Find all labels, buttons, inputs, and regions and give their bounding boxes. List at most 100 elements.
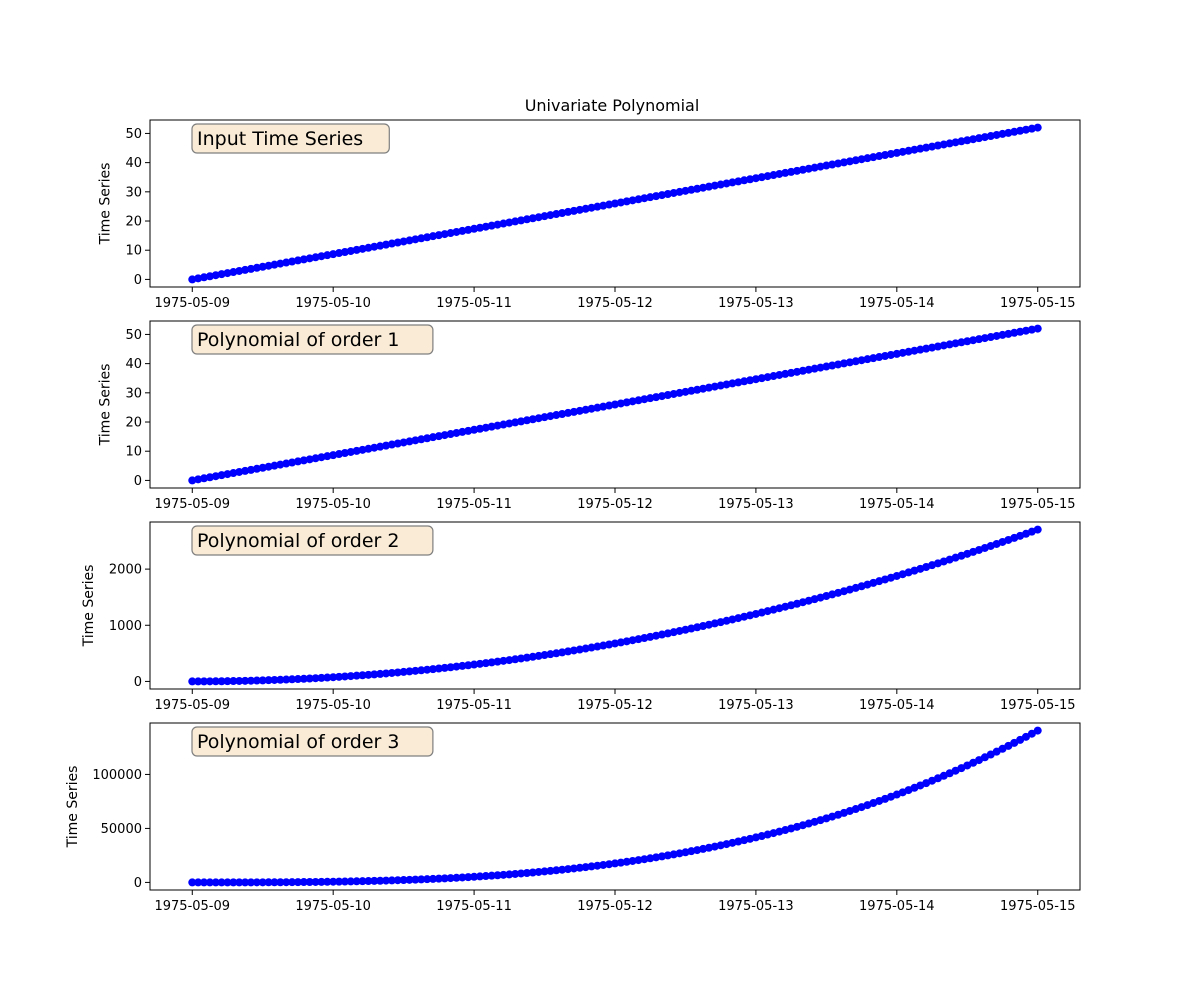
x-tick-label: 1975-05-12	[577, 497, 653, 512]
data-point	[264, 676, 273, 685]
x-tick-label: 1975-05-11	[436, 296, 512, 311]
data-point	[481, 659, 490, 668]
x-tick-label: 1975-05-14	[859, 296, 935, 311]
data-point	[446, 874, 455, 883]
data-point	[282, 675, 291, 684]
data-point	[434, 874, 443, 883]
data-point	[434, 664, 443, 673]
data-point	[188, 677, 197, 686]
data-point	[464, 873, 473, 882]
y-tick-label: 0	[134, 675, 142, 690]
data-point	[517, 654, 526, 663]
data-point	[399, 667, 408, 676]
data-point	[1033, 324, 1042, 333]
annotation-box	[191, 324, 434, 355]
data-point	[364, 670, 373, 679]
x-tick-label: 1975-05-11	[436, 698, 512, 713]
data-point	[628, 856, 637, 865]
data-point	[358, 877, 367, 886]
annotation-box	[191, 726, 434, 757]
x-tick-label: 1975-05-12	[577, 296, 653, 311]
data-point	[293, 878, 302, 887]
data-point	[493, 657, 502, 666]
x-tick-label: 1975-05-11	[436, 497, 512, 512]
data-point	[376, 669, 385, 678]
data-point	[622, 857, 631, 866]
data-point	[552, 866, 561, 875]
x-tick-label: 1975-05-10	[295, 698, 371, 713]
x-tick-label: 1975-05-09	[154, 698, 230, 713]
data-point	[311, 674, 320, 683]
data-point	[499, 656, 508, 665]
data-point	[581, 863, 590, 872]
data-point	[464, 661, 473, 670]
y-tick-label: 30	[125, 185, 142, 200]
data-point	[546, 650, 555, 659]
data-point	[323, 673, 332, 682]
data-point	[229, 878, 238, 887]
x-tick-label: 1975-05-13	[718, 698, 794, 713]
data-point	[417, 875, 426, 884]
data-point	[335, 877, 344, 886]
data-point	[569, 864, 578, 873]
y-tick-label: 50	[125, 127, 142, 142]
data-point	[593, 861, 602, 870]
data-point	[587, 862, 596, 871]
data-point	[517, 869, 526, 878]
x-tick-label: 1975-05-13	[718, 296, 794, 311]
data-point	[329, 877, 338, 886]
data-point	[299, 878, 308, 887]
y-tick-label: 40	[125, 357, 142, 372]
data-point	[235, 878, 244, 887]
data-point	[252, 676, 261, 685]
data-point	[393, 876, 402, 885]
data-point	[634, 856, 643, 865]
annotation-box	[191, 123, 390, 154]
data-point	[241, 676, 250, 685]
data-point	[200, 677, 209, 686]
data-point	[393, 668, 402, 677]
data-point	[364, 877, 373, 886]
x-tick-label: 1975-05-10	[295, 899, 371, 914]
subplots: 1975-05-09 1975-05-10 1975-05-11 1975-05-12…	[65, 119, 1081, 914]
data-point	[235, 676, 244, 685]
data-point	[352, 877, 361, 886]
data-point	[246, 878, 255, 887]
data-point	[258, 676, 267, 685]
data-point	[229, 677, 238, 686]
x-tick-label: 1975-05-13	[718, 497, 794, 512]
annotation-text: Polynomial of order 3	[197, 731, 400, 753]
y-axis-label: Time Series	[98, 364, 114, 447]
data-point	[352, 671, 361, 680]
data-point	[511, 869, 520, 878]
data-point	[270, 878, 279, 887]
data-point	[405, 875, 414, 884]
data-point	[470, 872, 479, 881]
data-point	[194, 878, 203, 887]
y-tick-label: 20	[125, 416, 142, 431]
data-point	[293, 675, 302, 684]
x-tick-label: 1975-05-10	[295, 497, 371, 512]
data-point	[205, 677, 214, 686]
data-point	[481, 872, 490, 881]
data-point	[452, 662, 461, 671]
data-point	[505, 656, 514, 665]
data-point	[458, 661, 467, 670]
scatter-series	[188, 726, 1042, 887]
data-point	[487, 658, 496, 667]
y-tick-label: 10	[125, 445, 142, 460]
data-point	[370, 876, 379, 885]
data-point	[382, 669, 391, 678]
data-point	[340, 877, 349, 886]
data-point	[387, 876, 396, 885]
data-point	[288, 878, 297, 887]
subplot-1: 1975-05-09 1975-05-10 1975-05-11 1975-05-12…	[98, 119, 1081, 311]
data-point	[335, 672, 344, 681]
data-point	[470, 660, 479, 669]
data-point	[540, 651, 549, 660]
data-point	[534, 651, 543, 660]
y-axis-label: Time Series	[98, 163, 114, 246]
data-point	[646, 854, 655, 863]
y-tick-label: 0	[134, 876, 142, 891]
data-point	[370, 670, 379, 679]
